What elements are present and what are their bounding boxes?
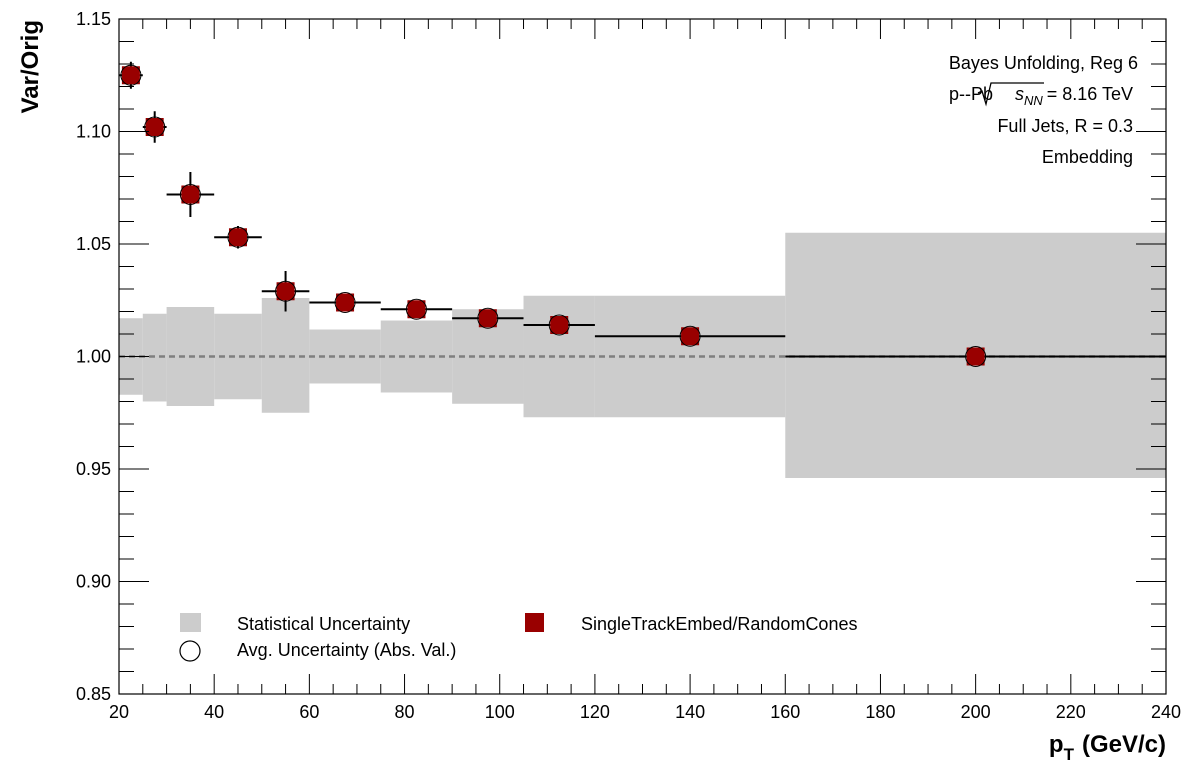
data-point	[594, 325, 786, 347]
legend-stat-swatch	[180, 613, 201, 632]
legend-series-label: SingleTrackEmbed/RandomCones	[581, 614, 857, 634]
x-tick-label: 220	[1056, 702, 1086, 722]
info-line-2-s: s	[1015, 84, 1024, 104]
avg-uncertainty-marker	[405, 298, 427, 320]
x-tick-label: 180	[865, 702, 895, 722]
square-marker	[181, 185, 200, 204]
axis-ticks: 20 40 60 80 100 120 140 160 180 200 220 240 0.85 0.90…	[76, 9, 1181, 722]
square-marker	[145, 118, 164, 136]
square-marker	[228, 228, 247, 247]
data-points	[119, 61, 1166, 367]
square-marker	[336, 293, 355, 312]
legend-stat-label: Statistical Uncertainty	[237, 614, 410, 634]
info-box: Bayes Unfolding, Reg 6 p--Pb sNN = 8.16 Te…	[949, 53, 1138, 167]
y-tick-label: 0.90	[76, 572, 111, 592]
info-line-1: Bayes Unfolding, Reg 6	[949, 53, 1138, 73]
y-tick-label: 1.00	[76, 347, 111, 367]
avg-uncertainty-marker	[120, 64, 142, 86]
y-tick-label: 1.05	[76, 234, 111, 254]
x-tick-label: 140	[675, 702, 705, 722]
x-tick-label: 80	[395, 702, 415, 722]
x-tick-label: 120	[580, 702, 610, 722]
x-axis-title-units: (GeV/c)	[1082, 731, 1166, 758]
x-tick-label: 160	[770, 702, 800, 722]
square-marker	[550, 316, 569, 334]
avg-uncertainty-marker	[144, 116, 166, 138]
data-point	[261, 271, 310, 312]
data-point	[166, 172, 215, 217]
info-line-2-energy: = 8.16 TeV	[1047, 84, 1133, 104]
square-marker	[966, 347, 985, 366]
data-point	[523, 314, 595, 336]
data-point	[309, 292, 381, 313]
x-tick-label: 100	[485, 702, 515, 722]
legend: Statistical Uncertainty Avg. Uncertainty…	[179, 613, 857, 662]
x-tick-label: 200	[961, 702, 991, 722]
data-point	[142, 111, 167, 143]
square-marker	[407, 300, 426, 319]
x-axis-title-main: p	[1049, 731, 1064, 758]
x-tick-label: 40	[204, 702, 224, 722]
x-axis-title: pT (GeV/c)	[1049, 731, 1166, 764]
legend-series-marker	[525, 613, 544, 632]
info-line-2-system: p--Pb	[949, 84, 993, 104]
info-line-2-sub: NN	[1024, 93, 1043, 108]
legend-avg-label: Avg. Uncertainty (Abs. Val.)	[237, 640, 456, 660]
info-line-2: p--Pb sNN = 8.16 TeV	[949, 84, 1133, 108]
avg-uncertainty-marker	[679, 325, 701, 347]
y-axis-title: Var/Orig	[17, 20, 44, 113]
data-point	[214, 226, 262, 249]
data-point	[380, 298, 453, 320]
y-tick-label: 1.10	[76, 122, 111, 142]
data-point	[452, 307, 524, 329]
data-point	[119, 61, 143, 89]
avg-uncertainty-marker	[548, 314, 570, 336]
sqrt-sign	[977, 82, 1044, 107]
x-tick-label: 240	[1151, 702, 1181, 722]
square-marker	[121, 66, 140, 85]
data-point	[785, 346, 1166, 367]
square-marker	[276, 282, 295, 301]
avg-uncertainty-marker	[179, 184, 201, 205]
x-tick-label: 60	[299, 702, 319, 722]
info-line-3: Full Jets, R = 0.3	[997, 116, 1133, 136]
y-tick-label: 0.85	[76, 684, 111, 704]
avg-uncertainty-marker	[334, 292, 356, 313]
x-axis-title-sub: T	[1064, 745, 1075, 764]
legend-avg-marker	[179, 640, 201, 662]
square-marker	[681, 327, 700, 346]
plot-frame	[118, 18, 1167, 695]
y-tick-label: 1.15	[76, 9, 111, 29]
avg-uncertainty-marker	[227, 226, 249, 248]
y-tick-label: 0.95	[76, 459, 111, 479]
square-marker	[478, 309, 497, 328]
avg-uncertainty-marker	[477, 307, 499, 329]
info-line-4: Embedding	[1042, 147, 1133, 167]
avg-uncertainty-marker	[965, 346, 987, 367]
avg-uncertainty-marker	[275, 280, 297, 302]
x-tick-label: 20	[109, 702, 129, 722]
